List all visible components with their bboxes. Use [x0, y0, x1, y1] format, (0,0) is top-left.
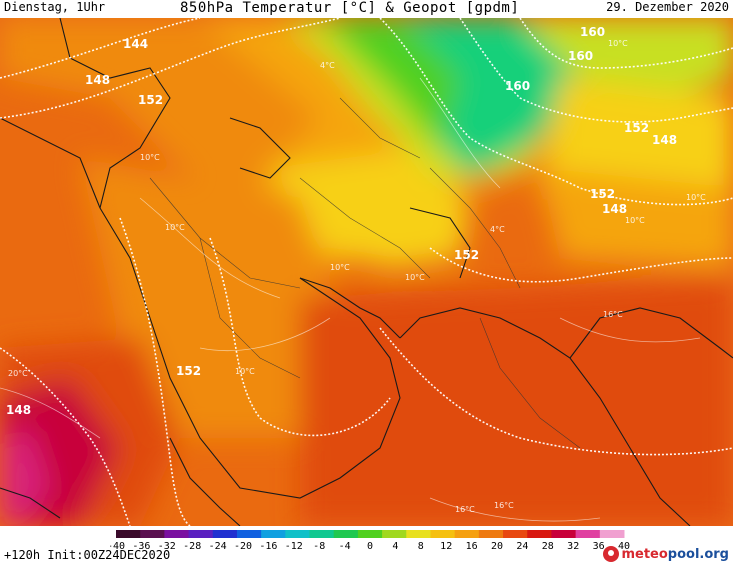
weather-map: 144 148 152 160 160 152 148 152 148 152 …	[0, 18, 733, 526]
scale-swatch	[551, 530, 577, 538]
temp-label: 16°C	[603, 310, 623, 319]
temp-label: 10°C	[330, 263, 350, 272]
scale-tick-label: -12	[285, 541, 303, 551]
geopot-label: 152	[176, 364, 201, 378]
geopot-label: 148	[652, 133, 677, 147]
scale-tick-label: 4	[392, 541, 398, 551]
temp-label: 16°C	[455, 505, 475, 514]
temp-label: 16°C	[494, 501, 514, 510]
scale-swatch	[212, 530, 238, 538]
scale-tick-label: 32	[567, 541, 579, 551]
scale-tick-label: -28	[183, 541, 201, 551]
scale-swatch	[140, 530, 165, 538]
scale-tick-label: -32	[158, 541, 176, 551]
color-scale: -40-36-32-28-24-20-16-12-8-4048121620242…	[110, 530, 630, 551]
scale-tick-label: -24	[209, 541, 227, 551]
scale-tick-label: 16	[466, 541, 478, 551]
brand-name-part1: meteo	[621, 546, 668, 562]
geopot-label: 148	[6, 403, 31, 417]
temp-label: 10°C	[405, 273, 425, 282]
model-run-label: +120h Init:00Z24DEC2020	[4, 548, 171, 562]
geopot-label: 152	[624, 121, 649, 135]
geopot-label: 148	[85, 73, 110, 87]
map-footer: -40-36-32-28-24-20-16-12-8-4048121620242…	[0, 526, 733, 566]
isotherm-contours	[0, 77, 701, 522]
temp-label: 10°C	[140, 153, 160, 162]
scale-swatch	[454, 530, 480, 538]
geopot-label: 152	[590, 187, 615, 201]
scale-swatch	[382, 530, 407, 538]
geopot-label: 160	[505, 79, 530, 93]
scale-tick-label: -4	[339, 541, 351, 551]
meteopool-logo-icon	[603, 546, 620, 562]
map-header: Dienstag, 1Uhr 850hPa Temperatur [°C] & …	[0, 0, 733, 18]
scale-tick-label: -40	[110, 541, 125, 551]
chart-title: 850hPa Temperatur [°C] & Geopot [gpdm]	[180, 0, 520, 16]
scale-tick-label: 0	[367, 541, 373, 551]
scale-tick-label: -16	[259, 541, 277, 551]
scale-swatch	[406, 530, 431, 538]
geopot-label: 160	[580, 25, 605, 39]
scale-tick-label: 24	[516, 541, 528, 551]
temp-label: 10°C	[165, 223, 185, 232]
scale-swatch	[575, 530, 601, 538]
temp-label: 10°C	[686, 193, 706, 202]
geopot-label: 160	[568, 49, 593, 63]
brand-name-part2: pool.org	[667, 546, 729, 562]
scale-swatch	[116, 530, 141, 538]
scale-tick-label: 20	[491, 541, 503, 551]
scale-swatch	[236, 530, 262, 538]
scale-swatch	[333, 530, 359, 538]
temp-label: 20°C	[8, 369, 28, 378]
scale-tick-label: -20	[234, 541, 252, 551]
scale-tick-label: 36	[593, 541, 605, 551]
scale-swatch	[261, 530, 286, 538]
geopot-label: 152	[138, 93, 163, 107]
temp-label: 10°C	[235, 367, 255, 376]
forecast-day-label: Dienstag, 1Uhr	[4, 0, 106, 14]
color-regions	[0, 18, 733, 526]
scale-tick-label: 40	[618, 541, 630, 551]
temp-label: 4°C	[490, 225, 505, 234]
geopot-label: 144	[123, 37, 148, 51]
scale-swatch	[478, 530, 504, 538]
geopotential-labels: 144 148 152 160 160 152 148 152 148 152 …	[6, 25, 677, 417]
brand-logo[interactable]: meteo pool.org	[603, 546, 729, 562]
geopot-label: 148	[602, 202, 627, 216]
scale-swatch	[599, 530, 625, 538]
scale-swatch	[309, 530, 335, 538]
scale-swatch	[430, 530, 456, 538]
scale-tick-label: 28	[542, 541, 554, 551]
geopotential-contours	[0, 18, 733, 526]
scale-swatch	[164, 530, 190, 538]
forecast-date-label: 29. Dezember 2020	[606, 0, 729, 14]
borders	[149, 97, 581, 449]
temp-label: 10°C	[608, 39, 628, 48]
scale-tick-label: -8	[313, 541, 325, 551]
temp-label: 10°C	[625, 216, 645, 225]
scale-tick-label: -36	[132, 541, 150, 551]
scale-swatch	[527, 530, 552, 538]
scale-swatch	[503, 530, 528, 538]
temperature-labels: 10°C 10°C 10°C 10°C 16°C 16°C 20°C 16°C …	[8, 39, 706, 514]
scale-swatch	[188, 530, 214, 538]
scale-swatch	[357, 530, 383, 538]
temp-label: 4°C	[320, 61, 335, 70]
scale-tick-label: 8	[418, 541, 424, 551]
coastlines	[0, 18, 733, 526]
temperature-field: 144 148 152 160 160 152 148 152 148 152 …	[0, 18, 733, 526]
geopot-label: 152	[454, 248, 479, 262]
scale-tick-label: 12	[440, 541, 452, 551]
scale-swatch	[285, 530, 311, 538]
